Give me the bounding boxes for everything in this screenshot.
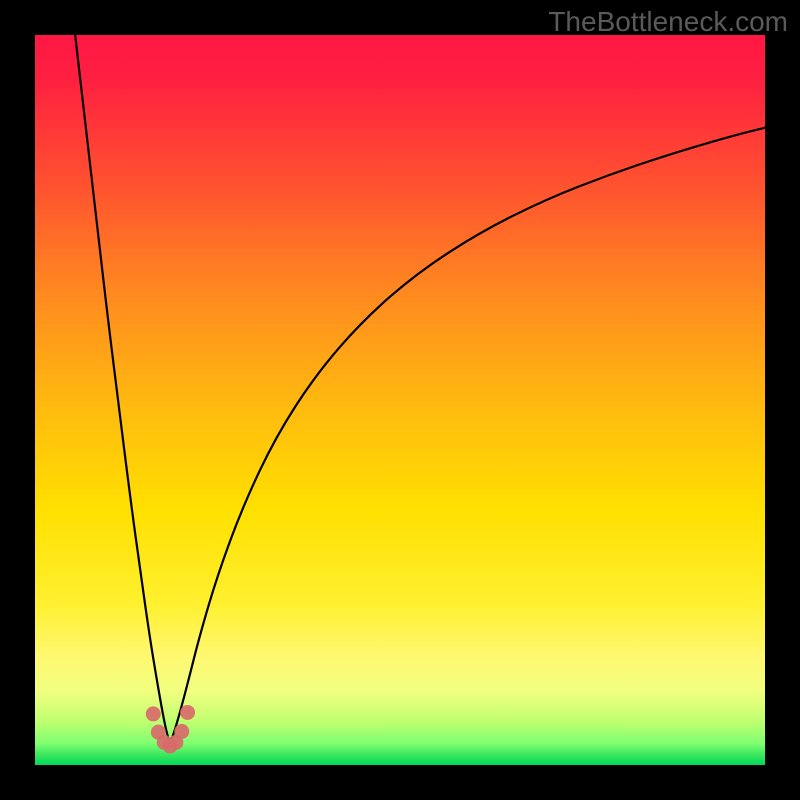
plot-area (35, 35, 765, 765)
chart-container: TheBottleneck.com (0, 0, 800, 800)
watermark-text: TheBottleneck.com (548, 6, 788, 38)
